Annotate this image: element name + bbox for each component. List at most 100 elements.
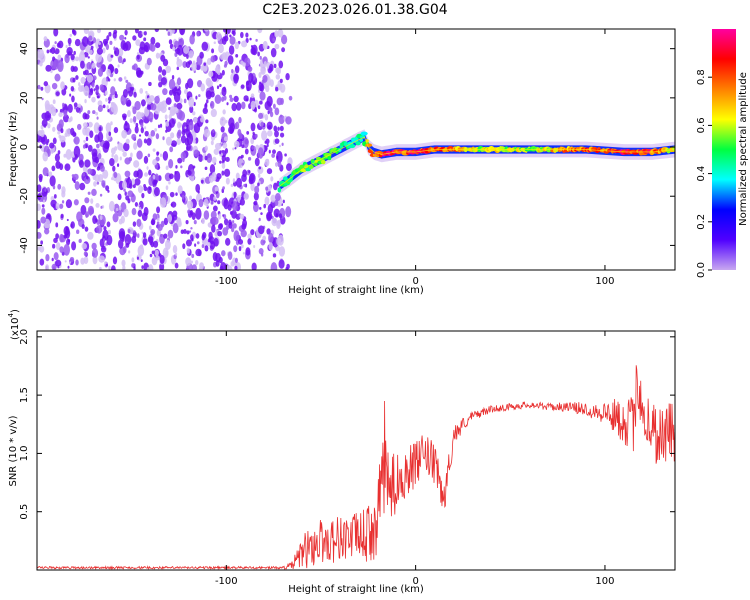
noise-speckle <box>154 249 159 256</box>
bottom-y-axis: 0.5 1.0 1.5 2.0 <box>19 329 675 520</box>
noise-speckle <box>67 37 72 45</box>
noise-speckle <box>203 128 211 138</box>
noise-speckle <box>183 45 190 55</box>
noise-speckle <box>278 246 286 257</box>
noise-speckle <box>160 106 167 114</box>
noise-speckle <box>99 215 103 221</box>
y-multiplier-exponent: 4 <box>7 312 15 317</box>
noise-speckle <box>195 248 202 257</box>
noise-speckle <box>201 217 205 225</box>
noise-speckle <box>97 173 104 183</box>
noise-speckle <box>276 155 279 160</box>
noise-speckle <box>117 55 123 64</box>
noise-speckle <box>282 199 285 204</box>
noise-speckle <box>154 95 160 104</box>
signal-blob <box>339 145 344 149</box>
noise-speckle <box>102 229 109 241</box>
noise-speckle <box>230 183 234 187</box>
noise-speckle <box>262 40 268 50</box>
noise-speckle <box>57 60 64 72</box>
noise-speckle <box>208 231 213 240</box>
noise-speckle <box>260 121 264 127</box>
noise-speckle <box>123 76 127 80</box>
noise-speckle <box>214 186 219 192</box>
noise-speckle <box>92 215 97 224</box>
noise-speckle <box>156 206 161 214</box>
noise-speckle <box>241 40 248 48</box>
colorbar: 0.0 0.2 0.4 0.6 0.8 Normalized spectral ampl… <box>696 29 749 278</box>
noise-speckle <box>57 150 61 155</box>
noise-speckle <box>248 170 251 174</box>
svg-text:(x104): (x104) <box>7 309 21 340</box>
noise-speckle <box>148 176 154 187</box>
noise-speckle <box>262 235 267 241</box>
noise-speckle <box>90 45 94 50</box>
noise-speckle <box>165 185 169 190</box>
noise-speckle <box>263 203 267 209</box>
noise-speckle <box>121 180 128 189</box>
noise-speckle <box>176 58 183 68</box>
noise-speckle <box>249 172 256 184</box>
noise-speckle <box>152 213 158 221</box>
noise-speckle <box>76 211 83 222</box>
noise-speckle <box>176 66 180 71</box>
noise-speckle <box>112 212 119 223</box>
noise-speckle <box>204 145 208 152</box>
noise-speckle <box>146 166 149 170</box>
noise-speckle <box>222 227 229 236</box>
noise-speckle <box>153 240 159 248</box>
noise-speckle <box>241 244 244 249</box>
noise-speckle <box>233 70 236 74</box>
noise-speckle <box>200 83 206 92</box>
noise-speckle <box>217 213 222 220</box>
noise-speckle <box>73 145 81 158</box>
noise-speckle <box>250 100 256 110</box>
noise-speckle <box>87 191 91 195</box>
noise-speckle <box>242 62 246 67</box>
noise-speckle <box>220 141 223 145</box>
noise-speckle <box>85 136 89 142</box>
noise-speckle <box>90 208 94 215</box>
noise-speckle <box>73 102 78 108</box>
noise-speckle <box>67 117 72 123</box>
noise-speckle <box>133 266 136 270</box>
noise-speckle <box>241 144 245 149</box>
noise-speckle <box>275 162 278 167</box>
noise-speckle <box>108 131 112 136</box>
noise-speckle <box>82 122 88 128</box>
noise-speckle <box>189 230 192 233</box>
y-tick-label: 1.5 <box>19 387 30 403</box>
noise-speckle <box>221 250 226 257</box>
noise-speckle <box>204 103 208 109</box>
noise-speckle <box>43 36 48 42</box>
noise-speckle <box>152 159 158 166</box>
noise-speckle <box>125 178 132 189</box>
noise-speckle <box>52 126 56 132</box>
noise-speckle <box>195 259 199 266</box>
noise-speckle <box>230 260 235 267</box>
noise-speckle <box>205 90 212 100</box>
noise-speckle <box>276 150 283 164</box>
noise-speckle <box>104 90 108 96</box>
noise-speckle <box>222 109 226 115</box>
noise-speckle <box>141 192 145 199</box>
noise-speckle <box>96 166 101 171</box>
bottom-x-axis: -100 0 100 <box>215 331 614 587</box>
noise-speckle <box>160 54 166 62</box>
noise-speckle <box>51 257 54 262</box>
noise-speckle <box>216 85 220 90</box>
figure-title: C2E3.2023.026.01.38.G04 <box>262 2 447 18</box>
noise-speckle <box>54 41 57 45</box>
noise-speckle <box>122 151 127 157</box>
noise-speckle <box>223 168 231 177</box>
noise-speckle <box>110 121 113 126</box>
noise-speckle <box>176 102 183 110</box>
snr-series <box>37 365 675 570</box>
signal-blob <box>327 156 332 161</box>
noise-speckle <box>108 265 111 270</box>
noise-speckle <box>242 137 249 149</box>
noise-speckle <box>44 227 50 235</box>
noise-speckle <box>83 139 86 143</box>
noise-speckle <box>102 245 106 250</box>
noise-speckle <box>275 74 281 80</box>
